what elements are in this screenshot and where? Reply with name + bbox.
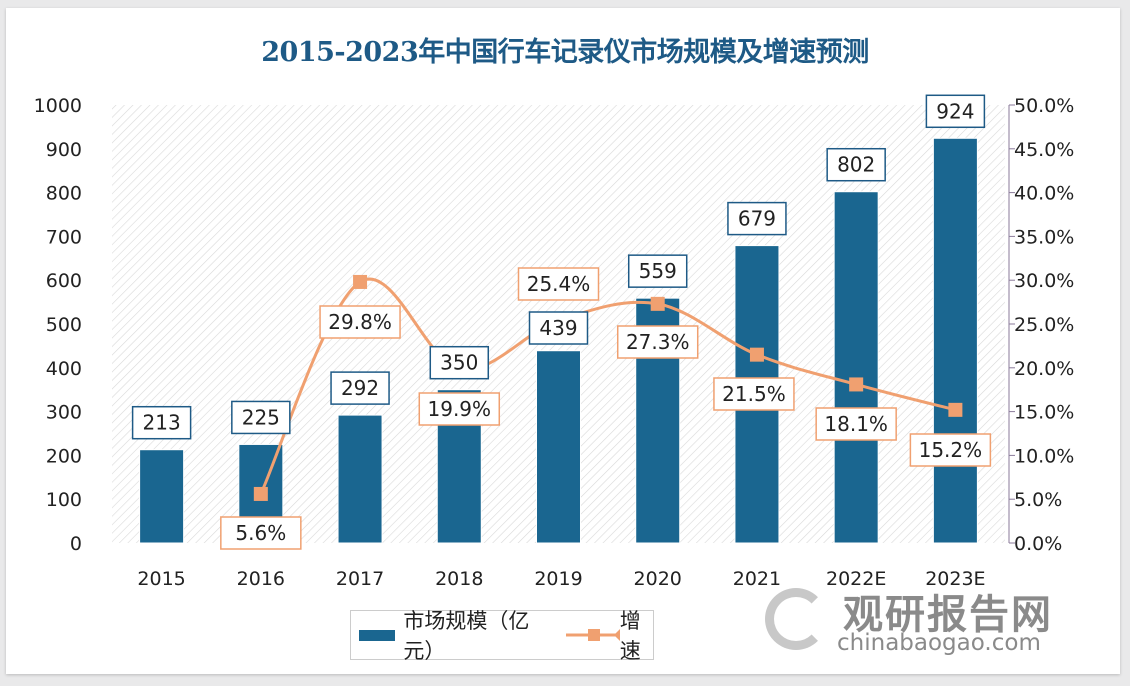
bar-label: 225 [242,405,280,429]
legend-label-market: 市场规模（亿元） [403,609,530,663]
bar-label-box [727,201,787,236]
left-tick-label: 600 [46,270,82,292]
bar-label-box [528,311,589,345]
bar-label-box [826,147,886,182]
right-tick-label: 25.0% [1014,314,1074,336]
growth-label: 15.2% [919,438,983,462]
x-tick-label: 2021 [733,568,781,590]
right-tick-label: 0.0% [1014,533,1062,555]
bar-label: 350 [440,351,478,375]
growth-label: 21.5% [722,382,786,406]
right-tick-label: 20.0% [1014,358,1074,380]
x-tick-label: 2018 [435,568,483,590]
growth-label-box [713,377,795,411]
growth-label-box [909,433,992,467]
left-tick-label: 900 [46,139,82,161]
legend: 市场规模（亿元） 增速 [350,609,654,663]
right-tick-label: 30.0% [1014,270,1074,292]
growth-point [353,274,368,289]
bar [833,191,879,544]
growth-label: 27.3% [626,330,690,354]
bar [337,414,383,544]
x-tick-label: 2020 [634,568,682,590]
growth-label-box [418,392,501,426]
growth-label-box [616,325,699,359]
left-tick-label: 500 [46,314,82,336]
legend-bar-swatch [359,629,396,641]
right-tick-label: 5.0% [1014,489,1062,511]
x-tick-label: 2023E [925,568,985,590]
chart-title: 2015-2023年中国行车记录仪市场规模及增速预测 [261,37,869,68]
legend-line-swatch [566,629,620,641]
bar-label: 802 [837,153,875,177]
bar-label-box [131,405,192,440]
growth-label-box [517,267,600,301]
left-tick-label: 1000 [34,95,82,117]
x-tick-label: 2017 [336,568,384,590]
growth-label-box [319,305,401,339]
x-tick-label: 2022E [826,568,886,590]
bar [932,137,978,544]
bar-label-box [627,254,688,288]
watermark-cn: 观研报告网 [843,592,1053,638]
right-tick-label: 10.0% [1014,445,1074,467]
left-tick-label: 100 [46,489,82,511]
growth-point [849,377,864,392]
x-tick-label: 2019 [534,568,582,590]
bar-label: 439 [539,316,577,340]
growth-label: 29.8% [328,310,392,334]
bar [139,449,185,544]
watermark-en: chinabaogao.com [837,630,1041,656]
bar-label-box [231,400,291,435]
growth-point [749,347,764,362]
x-tick-label: 2015 [137,568,185,590]
growth-label: 18.1% [824,412,888,436]
growth-point [948,402,963,417]
right-tick-label: 35.0% [1014,226,1074,248]
growth-label: 25.4% [527,272,591,296]
right-tick-label: 45.0% [1014,139,1074,161]
x-tick-label: 2016 [237,568,285,590]
left-tick-label: 300 [46,402,82,424]
bar-label-box [925,94,986,129]
bar [536,350,581,544]
bar-label: 559 [639,259,677,283]
bar-label: 924 [936,99,974,123]
watermark-logo-icon [765,588,827,650]
bar-label: 213 [143,411,181,435]
right-tick-label: 50.0% [1014,95,1074,117]
growth-label-box [220,516,302,550]
bar-label-box [429,345,490,380]
bar-label-box [330,371,390,405]
left-tick-label: 800 [46,183,82,205]
bar-label: 679 [738,207,776,231]
growth-point [650,296,665,311]
growth-label-box [815,407,897,441]
left-tick-label: 0 [70,533,82,555]
right-tick-label: 40.0% [1014,183,1074,205]
growth-label: 19.9% [428,397,492,421]
left-tick-label: 400 [46,358,82,380]
growth-label: 5.6% [235,521,286,545]
left-tick-label: 200 [46,445,82,467]
legend-label-growth: 增速 [619,609,641,663]
left-tick-label: 700 [46,226,82,248]
bar-label: 292 [341,376,379,400]
right-tick-label: 15.0% [1014,402,1074,424]
growth-point [253,486,268,501]
